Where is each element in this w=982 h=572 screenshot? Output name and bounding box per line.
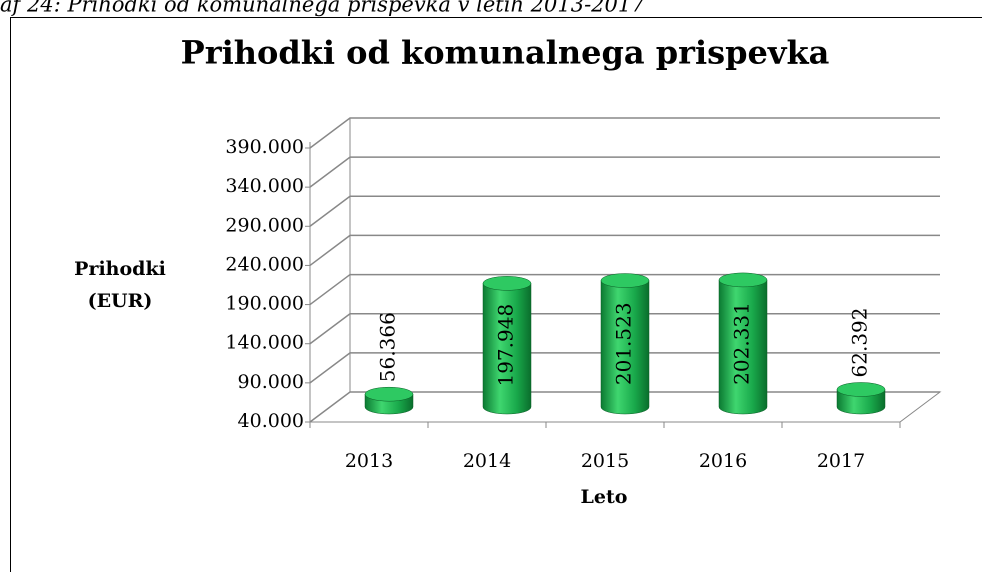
- chart-title: Prihodki od komunalnega prispevka: [181, 34, 830, 72]
- x-tick-label: 2017: [817, 450, 865, 472]
- y-tick-label: 340.000: [225, 175, 304, 197]
- grid-line: [309, 195, 940, 227]
- y-tick-label: 140.000: [225, 332, 304, 354]
- y-axis-title: (EUR): [88, 290, 153, 312]
- y-tick-label: 240.000: [225, 253, 304, 275]
- data-label: 201.523: [612, 302, 636, 385]
- y-tick-label: 390.000: [225, 136, 304, 158]
- y-tick-label: 40.000: [238, 410, 304, 432]
- data-label: 202.331: [730, 302, 754, 385]
- x-tick-label: 2016: [699, 450, 747, 472]
- grid-line: [309, 234, 940, 267]
- y-axis-title: Prihodki: [74, 258, 166, 280]
- bar-top: [364, 386, 414, 402]
- bar-top: [482, 276, 532, 291]
- bar: [718, 279, 768, 415]
- data-label: 56.366: [376, 312, 400, 382]
- x-tick-label: 2015: [581, 450, 629, 472]
- bar-top: [836, 382, 886, 397]
- bar: [600, 280, 650, 415]
- caption: af 24: Prihodki od komunalnega prispevka…: [0, 0, 645, 17]
- x-tick-label: 2014: [463, 450, 511, 472]
- data-label: 197.948: [494, 304, 518, 387]
- y-tick-label: 90.000: [238, 371, 304, 393]
- data-label: 62.392: [848, 307, 872, 377]
- grid-line: [309, 117, 940, 149]
- x-tick-label: 2013: [345, 450, 393, 472]
- y-tick-label: 290.000: [225, 214, 304, 236]
- x-axis-title: Leto: [581, 486, 628, 508]
- bar: [482, 283, 532, 415]
- y-tick-label: 190.000: [225, 293, 304, 315]
- grid-line: [309, 156, 940, 188]
- bar-top: [718, 272, 768, 288]
- chart-frame: [10, 17, 982, 572]
- bar-top: [600, 273, 650, 288]
